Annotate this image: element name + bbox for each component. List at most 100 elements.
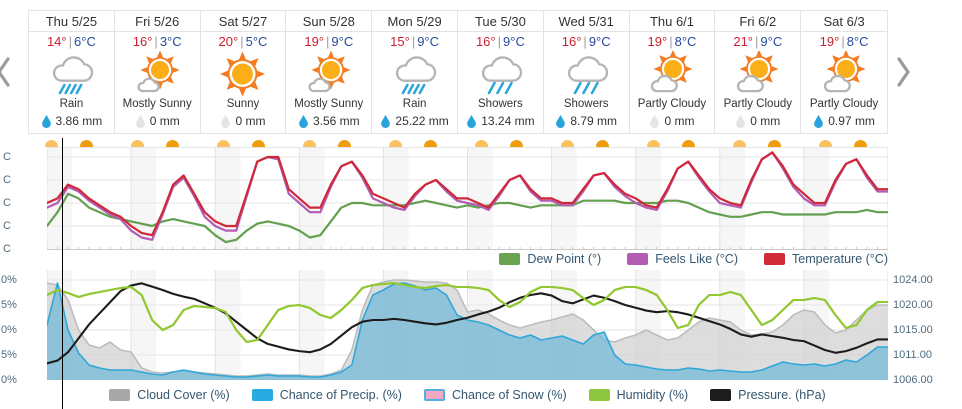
forecast-card[interactable]: Wed 5/31 16° | 9°C Showers 8.79 mm <box>543 11 630 133</box>
high-temp: 16° <box>132 34 153 49</box>
forecast-card[interactable]: Fri 6/2 21° | 9°C Partly Cloudy 0 mm <box>715 11 802 133</box>
precip-droplet-icon <box>221 114 231 128</box>
legend-item: Chance of Snow (%) <box>423 388 567 402</box>
high-temp: 21° <box>733 34 754 49</box>
mostly-sunny-icon <box>137 50 180 93</box>
temp-separator: | <box>240 34 244 49</box>
high-temp: 19° <box>819 34 840 49</box>
partly-cloudy-icon <box>737 49 779 93</box>
precip-amount: 0 mm <box>664 114 695 128</box>
condition-label: Rain <box>402 98 427 110</box>
card-temperatures: 21° | 9°C <box>733 32 782 51</box>
showers-icon <box>567 56 608 95</box>
rain-icon <box>396 56 437 95</box>
legend-item: Feels Like (°C) <box>627 252 738 266</box>
temp-separator: | <box>583 34 587 49</box>
legend-swatch <box>109 389 131 401</box>
precip-row: 3.56 mm <box>298 113 360 129</box>
high-temp: 16° <box>475 34 496 49</box>
showers-icon <box>481 56 523 95</box>
sun-times-cell <box>372 137 458 148</box>
legend-swatch <box>423 389 445 401</box>
precip-droplet-icon <box>381 114 391 128</box>
condition-label: Mostly Sunny <box>122 98 192 110</box>
legend-swatch <box>588 389 610 401</box>
low-temp: 8°C <box>674 34 697 49</box>
temperature-chart[interactable] <box>47 147 888 250</box>
forecast-card[interactable]: Sat 6/3 19° | 8°C Partly Cloudy 0.97 mm <box>801 11 887 133</box>
condition-label: Rain <box>59 98 84 110</box>
low-temp: 5°C <box>245 34 268 49</box>
precip-row: 0 mm <box>735 113 780 129</box>
card-temperatures: 15° | 9°C <box>390 32 439 51</box>
legend-label: Cloud Cover (%) <box>137 388 230 402</box>
forecast-card[interactable]: Thu 5/25 14° | 6°C Rain 3.86 mm <box>29 11 115 133</box>
y-axis-label: 0% <box>1 324 17 336</box>
temp-separator: | <box>669 34 673 49</box>
temp-separator: | <box>68 34 73 49</box>
low-temp: 3°C <box>159 34 182 49</box>
card-date: Tue 5/30 <box>458 11 543 32</box>
sunset-icon <box>337 140 351 147</box>
weather-icon-wrap <box>734 49 781 98</box>
sunrise-icon <box>303 140 317 147</box>
prev-days-button[interactable] <box>0 54 14 93</box>
forecast-card[interactable]: Sat 5/27 20° | 5°C Sunny 0 mm <box>200 11 287 133</box>
low-temp: 9°C <box>417 34 440 49</box>
card-date: Thu 6/1 <box>629 11 715 32</box>
precip-amount: 3.56 mm <box>312 114 360 128</box>
legend-swatch <box>710 389 732 401</box>
sun-times-cell <box>544 137 630 148</box>
legend-label: Pressure. (hPa) <box>738 388 826 402</box>
sunrise-sunset-row <box>28 137 888 148</box>
sunrise-icon <box>389 140 403 147</box>
sun-times-cell <box>716 137 802 148</box>
sunset-icon <box>509 140 523 147</box>
legend-item: Dew Point (°) <box>499 252 601 266</box>
sunrise-icon <box>475 140 489 147</box>
low-temp: 9°C <box>331 34 354 49</box>
temp-separator: | <box>326 34 330 49</box>
precip-row: 0 mm <box>135 113 180 129</box>
legend-label: Feels Like (°C) <box>655 252 738 266</box>
legend-swatch <box>251 389 273 401</box>
precip-row: 13.24 mm <box>466 113 535 129</box>
conditions-chart[interactable] <box>47 270 888 380</box>
y-axis-label: 1006.00 <box>893 374 933 386</box>
y-axis-label: 5% <box>1 299 17 311</box>
sunset-icon <box>595 140 609 147</box>
sunset-icon <box>853 140 867 147</box>
forecast-card[interactable]: Thu 6/1 19° | 8°C Partly Cloudy 0 mm <box>629 11 716 133</box>
sunrise-icon <box>561 140 575 147</box>
sun-times-cell <box>802 137 888 148</box>
card-date: Fri 5/26 <box>114 11 200 32</box>
y-axis-label: 1015.00 <box>893 324 933 336</box>
forecast-card[interactable]: Tue 5/30 16° | 9°C Showers 13.24 mm <box>458 11 544 133</box>
y-axis-label: C <box>3 151 11 163</box>
forecast-card[interactable]: Mon 5/29 15° | 9°C Rain 25.22 mm <box>372 11 458 133</box>
card-temperatures: 20° | 5°C <box>219 32 268 51</box>
precip-amount: 13.24 mm <box>481 114 535 128</box>
precip-amount: 0 mm <box>750 114 781 128</box>
forecast-card[interactable]: Sun 5/28 19° | 9°C Mostly Sunny 3.56 mm <box>286 11 373 133</box>
temperature-chart-legend: Dew Point (°) Feels Like (°C) Temperature … <box>47 252 888 266</box>
next-days-button[interactable] <box>893 54 913 93</box>
precip-amount: 8.79 mm <box>570 114 618 128</box>
partly-cloudy-icon <box>823 49 866 93</box>
legend-swatch <box>627 253 649 265</box>
high-temp: 19° <box>304 34 325 49</box>
precip-droplet-icon <box>299 114 308 128</box>
sunrise-icon <box>45 140 59 147</box>
weather-icon-wrap <box>648 49 695 98</box>
precip-row: 0 mm <box>220 113 265 129</box>
precip-droplet-icon <box>736 114 746 128</box>
forecast-card[interactable]: Fri 5/26 16° | 3°C Mostly Sunny 0 mm <box>114 11 201 133</box>
temp-separator: | <box>411 34 416 49</box>
sun-times-cell <box>28 137 114 148</box>
precip-amount: 25.22 mm <box>395 114 449 128</box>
weather-icon-wrap <box>219 51 266 98</box>
temp-separator: | <box>497 34 502 49</box>
card-temperatures: 16° | 9°C <box>476 32 525 51</box>
precip-amount: 0 mm <box>235 114 266 128</box>
